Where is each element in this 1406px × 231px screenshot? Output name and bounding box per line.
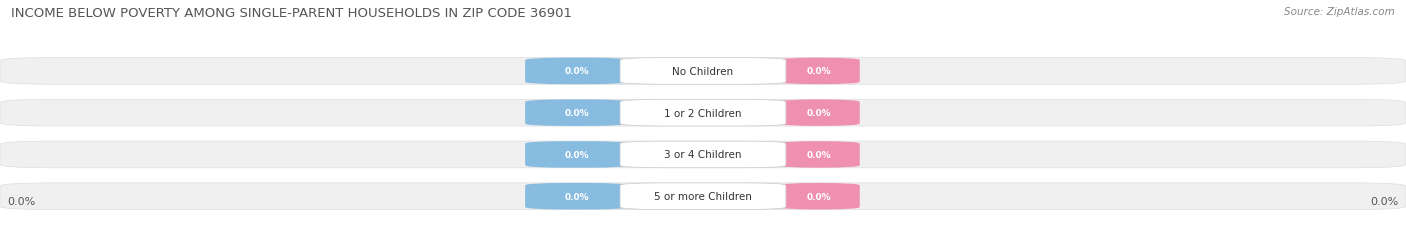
Text: Source: ZipAtlas.com: Source: ZipAtlas.com (1284, 7, 1395, 17)
FancyBboxPatch shape (779, 58, 860, 85)
Text: 0.0%: 0.0% (564, 192, 589, 201)
FancyBboxPatch shape (0, 141, 1406, 168)
Text: INCOME BELOW POVERTY AMONG SINGLE-PARENT HOUSEHOLDS IN ZIP CODE 36901: INCOME BELOW POVERTY AMONG SINGLE-PARENT… (11, 7, 572, 20)
Text: 0.0%: 0.0% (564, 67, 589, 76)
FancyBboxPatch shape (779, 100, 860, 126)
Text: 1 or 2 Children: 1 or 2 Children (664, 108, 742, 118)
Text: 0.0%: 0.0% (807, 150, 831, 159)
Text: 0.0%: 0.0% (564, 109, 589, 118)
Text: 5 or more Children: 5 or more Children (654, 191, 752, 201)
FancyBboxPatch shape (526, 183, 627, 210)
FancyBboxPatch shape (526, 100, 627, 126)
Text: 3 or 4 Children: 3 or 4 Children (664, 150, 742, 160)
Text: 0.0%: 0.0% (807, 192, 831, 201)
FancyBboxPatch shape (620, 183, 786, 210)
FancyBboxPatch shape (779, 183, 860, 210)
FancyBboxPatch shape (0, 100, 1406, 127)
FancyBboxPatch shape (526, 142, 627, 168)
Text: 0.0%: 0.0% (807, 109, 831, 118)
Text: 0.0%: 0.0% (807, 67, 831, 76)
FancyBboxPatch shape (0, 58, 1406, 85)
FancyBboxPatch shape (620, 58, 786, 85)
Text: 0.0%: 0.0% (564, 150, 589, 159)
FancyBboxPatch shape (779, 142, 860, 168)
FancyBboxPatch shape (620, 142, 786, 168)
FancyBboxPatch shape (0, 183, 1406, 210)
FancyBboxPatch shape (620, 100, 786, 126)
FancyBboxPatch shape (526, 58, 627, 85)
Text: 0.0%: 0.0% (1371, 196, 1399, 206)
Text: No Children: No Children (672, 67, 734, 77)
Text: 0.0%: 0.0% (7, 196, 35, 206)
